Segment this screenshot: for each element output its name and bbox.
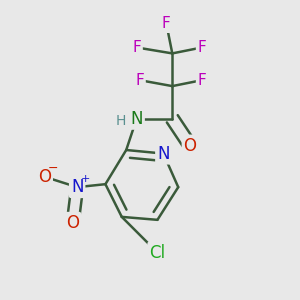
Text: H: H bbox=[116, 114, 126, 128]
Text: F: F bbox=[162, 16, 171, 31]
Text: −: − bbox=[48, 162, 58, 175]
Text: +: + bbox=[81, 174, 90, 184]
Text: N: N bbox=[71, 178, 83, 196]
Text: F: F bbox=[132, 40, 141, 55]
Text: F: F bbox=[198, 73, 206, 88]
Text: O: O bbox=[184, 136, 196, 154]
Text: F: F bbox=[198, 40, 206, 55]
Text: N: N bbox=[157, 145, 170, 163]
Text: O: O bbox=[38, 168, 51, 186]
Text: Cl: Cl bbox=[149, 244, 166, 262]
Text: N: N bbox=[130, 110, 143, 128]
Text: F: F bbox=[135, 73, 144, 88]
Text: O: O bbox=[66, 214, 79, 232]
